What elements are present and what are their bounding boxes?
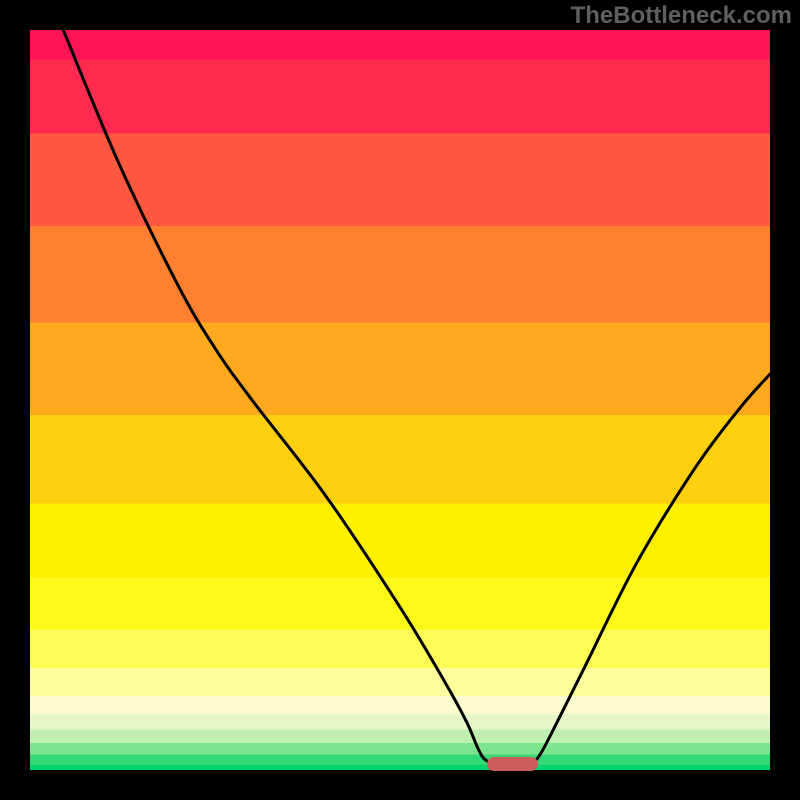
plot-area	[30, 30, 770, 770]
bottleneck-curve	[63, 30, 770, 764]
attribution-label: TheBottleneck.com	[571, 2, 792, 30]
optimum-marker	[487, 757, 537, 772]
curve-layer	[30, 30, 770, 770]
chart-frame: TheBottleneck.com	[0, 0, 800, 800]
